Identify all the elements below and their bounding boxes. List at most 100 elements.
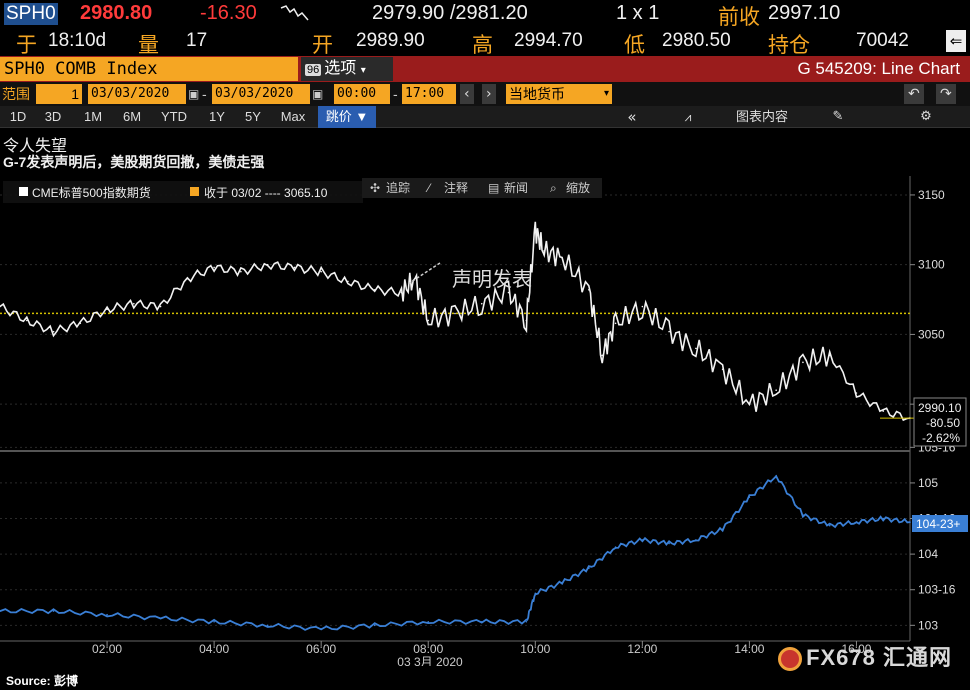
ticker[interactable]: SPH0: [4, 3, 58, 25]
x-tick-label: 14:00: [734, 642, 764, 656]
treasury-point: [748, 496, 751, 498]
track-button[interactable]: 追踪: [386, 180, 410, 195]
futures-point: [0, 305, 1, 308]
futures-point: [507, 291, 510, 294]
watermark-text: FX678 汇通网: [806, 645, 952, 670]
quote-row-2: 于 18:10d 量 17 开 2989.90 高 2994.70 低 2980…: [0, 28, 970, 57]
treasury-point: [909, 521, 911, 523]
tab-1y[interactable]: 1Y: [209, 109, 225, 124]
tab-ytd[interactable]: YTD: [161, 109, 187, 124]
treasury-point: [0, 610, 1, 612]
x-tick-label: 12:00: [627, 642, 657, 656]
calendar-icon[interactable]: ▣: [312, 87, 324, 101]
y-tick-label: 3050: [918, 327, 945, 341]
chart-tools-background: [362, 178, 602, 198]
legend-background: [3, 181, 363, 203]
tab-max[interactable]: Max: [280, 109, 306, 124]
calendar-icon[interactable]: ▣: [188, 87, 200, 101]
futures-point: [534, 229, 537, 231]
range-value[interactable]: 1: [36, 84, 82, 104]
treasury-point: [213, 620, 215, 623]
futures-point: [454, 312, 456, 315]
high-label: 高: [472, 34, 493, 57]
edit-icon[interactable]: ✎: [832, 109, 844, 124]
futures-point: [427, 319, 430, 322]
time-axis: 02:00 04:00 06:00 08:00 10:00 12:00 14:00 16:00: [0, 640, 910, 656]
tab-1d[interactable]: 1D: [9, 109, 27, 124]
treasury-last-label: 104-23+: [912, 515, 968, 532]
x-tick-label: 08:00: [413, 642, 443, 656]
tab-tick[interactable]: 跳价 ▼: [318, 106, 376, 128]
ticker-field[interactable]: SPH0 COMB Index: [0, 57, 298, 81]
annotation-label: 声明发表: [452, 267, 532, 291]
export-icon[interactable]: ⇐: [946, 30, 966, 52]
x-tick-label: 16:00: [841, 642, 871, 656]
price-change: -16.30: [200, 2, 257, 24]
range-bar: 范围 1 03/03/2020 ▣ - 03/03/2020 ▣ 00:00 -…: [0, 82, 970, 106]
treasury-point: [668, 542, 670, 545]
treasury-point: [159, 617, 162, 619]
caret-down-icon: ▾: [360, 65, 366, 76]
last-value: 2990.10: [918, 401, 962, 415]
annotation-arrow: [407, 262, 441, 285]
chart-type-icon[interactable]: ⩘: [684, 110, 692, 124]
currency-select[interactable]: 当地货币 ▾: [506, 84, 612, 104]
treasury-point: [561, 581, 563, 584]
oi-label: 持仓: [768, 34, 810, 57]
y-tick-label: 105: [918, 476, 938, 490]
futures-point: [480, 302, 483, 305]
sparkline-icon: [280, 2, 310, 27]
tab-1m[interactable]: 1M: [83, 109, 103, 124]
legend-futures: CME标普500指数期货: [32, 185, 151, 200]
futures-point: [213, 266, 215, 269]
prev-arrow-icon[interactable]: ‹: [460, 84, 474, 104]
undo-icon[interactable]: ↶: [904, 84, 924, 104]
futures-point: [186, 277, 189, 280]
last-label-box: [913, 397, 967, 447]
period-tabs: 1D 3D 1M 6M YTD 1Y 5Y Max 跳价 ▼ « ⩘ 图表内容 …: [0, 106, 970, 128]
treasury-point: [266, 624, 269, 627]
futures-point: [347, 280, 349, 283]
chart-content-button[interactable]: 图表内容: [735, 109, 788, 124]
last-change: -80.50: [926, 416, 960, 430]
bid-ask-size: 1 x 1: [616, 2, 660, 24]
price-chart[interactable]: 3150310030503000 105-16105104-16104103-1…: [0, 176, 970, 666]
collapse-icon[interactable]: «: [627, 108, 637, 126]
futures-last-label: 2990.10 -80.50 -2.62%: [913, 397, 967, 447]
futures-point: [79, 322, 82, 325]
futures-point: [588, 288, 590, 291]
annotate-button[interactable]: 注释: [444, 180, 468, 195]
options-label: 选项: [324, 60, 357, 77]
treasury-point: [721, 528, 724, 530]
x-tick-label: 04:00: [199, 642, 229, 656]
chart-tools: ✣ 追踪 ⁄ 注释 ▤ 新闻 ⌕ 缩放: [362, 178, 602, 198]
futures-point: [748, 403, 751, 405]
start-date-field[interactable]: 03/03/2020: [88, 84, 186, 104]
low-value: 2980.50: [662, 30, 731, 51]
start-time-field[interactable]: 00:00: [334, 84, 390, 104]
futures-point: [543, 249, 546, 252]
prev-close-label: 前收: [718, 6, 760, 29]
news-icon: ▤: [488, 181, 499, 195]
futures-point: [561, 256, 563, 259]
zoom-button[interactable]: 缩放: [566, 180, 590, 195]
tab-5y[interactable]: 5Y: [245, 109, 261, 124]
tab-6m[interactable]: 6M: [122, 109, 142, 124]
redo-icon[interactable]: ↷: [936, 84, 956, 104]
treasury-point: [106, 613, 108, 616]
end-date-field[interactable]: 03/03/2020: [212, 84, 310, 104]
futures-series-line: [0, 221, 911, 422]
oi-value: 70042: [856, 30, 909, 51]
end-time-field[interactable]: 17:00: [402, 84, 456, 104]
zoom-icon: ⌕: [550, 181, 557, 195]
time-dash: -: [393, 86, 398, 102]
gear-icon[interactable]: ⚙: [920, 109, 932, 124]
options-menu[interactable]: 96 选项 ▾: [301, 57, 393, 81]
last-price: 2980.80: [80, 2, 153, 24]
news-button[interactable]: 新闻: [504, 180, 528, 195]
tab-3d[interactable]: 3D: [44, 109, 62, 124]
treasury-point: [320, 628, 322, 630]
next-arrow-icon[interactable]: ›: [482, 84, 496, 104]
open-label: 开: [312, 34, 333, 57]
quote-row-1: SPH0 2980.80 -16.30 2979.90 /2981.20 1 x…: [0, 0, 970, 29]
